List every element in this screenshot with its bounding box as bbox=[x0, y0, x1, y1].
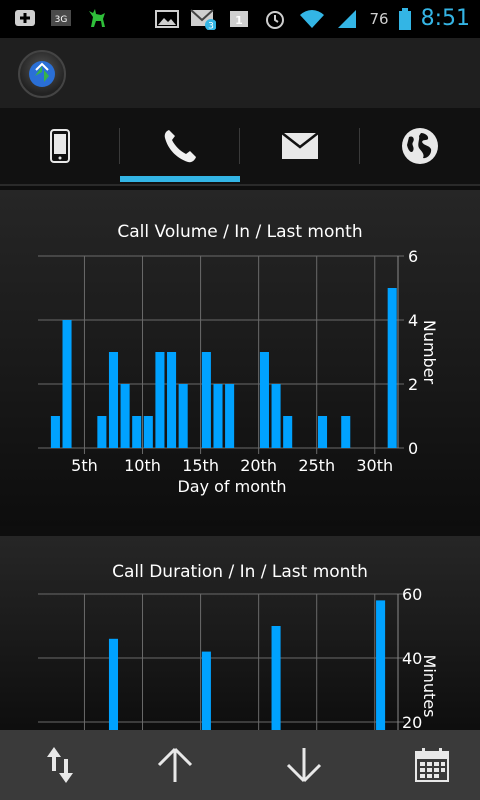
call-icon bbox=[164, 130, 196, 163]
bottom-action-bar bbox=[0, 730, 480, 800]
bar bbox=[108, 352, 119, 448]
x-tick-label: 25th bbox=[298, 456, 335, 475]
y-tick-label: 20 bbox=[402, 713, 422, 730]
stats-content[interactable]: Call Volume / In / Last month 0 2 4 6 5th 10t… bbox=[0, 186, 480, 730]
y-axis-label: Number bbox=[420, 320, 439, 385]
bar bbox=[201, 651, 211, 730]
bar bbox=[271, 384, 281, 448]
bar bbox=[97, 416, 107, 448]
bar bbox=[167, 352, 177, 448]
y-tick-label: 60 bbox=[402, 585, 422, 604]
network-3g-icon: 3G bbox=[48, 6, 74, 30]
date-range-button[interactable] bbox=[372, 730, 480, 800]
x-tick-label: 20th bbox=[240, 456, 277, 475]
tab-bar bbox=[0, 108, 480, 186]
clock: 8:51 bbox=[420, 6, 470, 31]
bar bbox=[50, 416, 60, 448]
scroll-down-button[interactable] bbox=[244, 730, 364, 800]
y-tick-label: 40 bbox=[402, 649, 422, 668]
mail-icon bbox=[282, 133, 318, 159]
image-icon bbox=[154, 7, 180, 31]
x-tick-label: 5th bbox=[71, 456, 98, 475]
bar bbox=[120, 384, 130, 448]
bar bbox=[62, 320, 72, 448]
bar bbox=[341, 416, 351, 448]
y-tick-label: 2 bbox=[408, 375, 418, 394]
bar bbox=[317, 416, 328, 448]
globe-icon bbox=[402, 128, 438, 164]
battery-icon bbox=[398, 7, 411, 31]
bar bbox=[271, 626, 281, 730]
bar bbox=[132, 416, 142, 448]
svg-text:1: 1 bbox=[235, 14, 243, 27]
call-volume-card: Call Volume / In / Last month 0 2 4 6 5th 10t… bbox=[0, 190, 480, 526]
x-tick-label: 10th bbox=[124, 456, 161, 475]
bar bbox=[201, 352, 211, 448]
gmail-icon: 3 bbox=[189, 7, 216, 31]
action-bar bbox=[0, 38, 480, 108]
phone-device-icon bbox=[50, 129, 70, 163]
bar bbox=[225, 384, 235, 448]
sort-button[interactable] bbox=[0, 730, 120, 800]
wifi-icon bbox=[298, 7, 324, 31]
y-tick-label: 6 bbox=[408, 247, 418, 266]
y-tick-label: 4 bbox=[408, 311, 418, 330]
deer-app-icon bbox=[84, 6, 110, 30]
bar bbox=[143, 416, 153, 448]
call-duration-chart: 20 40 60 Minutes bbox=[38, 585, 439, 730]
sort-icon bbox=[47, 747, 73, 783]
battery-percent: 76 bbox=[369, 9, 389, 28]
add-notification-icon bbox=[12, 6, 38, 30]
chart-title: Call Volume / In / Last month bbox=[117, 222, 363, 242]
x-axis-label: Day of month bbox=[177, 477, 286, 496]
bar bbox=[108, 638, 119, 730]
scroll-up-button[interactable] bbox=[115, 730, 235, 800]
svg-text:3G: 3G bbox=[55, 15, 68, 25]
bar bbox=[178, 384, 188, 448]
x-tick-label: 30th bbox=[356, 456, 393, 475]
alarm-icon bbox=[262, 7, 288, 31]
call-duration-card: Call Duration / In / Last month 20 40 60 Mi… bbox=[0, 536, 480, 730]
bar bbox=[155, 352, 165, 448]
bar bbox=[213, 384, 223, 448]
calendar-notification-icon: 1 bbox=[226, 7, 252, 31]
chart-title: Call Duration / In / Last month bbox=[112, 562, 368, 582]
tab-calls[interactable] bbox=[120, 108, 240, 184]
arrow-up-icon bbox=[157, 747, 193, 782]
arrow-down-icon bbox=[286, 748, 322, 783]
x-tick-label: 15th bbox=[182, 456, 219, 475]
tab-messages[interactable] bbox=[240, 108, 360, 184]
call-volume-chart: 0 2 4 6 5th 10th 15th 20th 25th 30th Day of month N… bbox=[38, 247, 439, 496]
app-logo-icon[interactable] bbox=[18, 50, 66, 98]
tab-data[interactable] bbox=[360, 108, 480, 184]
svg-text:3: 3 bbox=[208, 21, 214, 30]
status-bar: 3G 3 1 76 8:51 bbox=[0, 0, 480, 38]
tab-device[interactable] bbox=[0, 108, 120, 184]
bar bbox=[376, 600, 386, 730]
bar bbox=[283, 416, 293, 448]
y-tick-label: 0 bbox=[408, 439, 418, 458]
bar bbox=[387, 288, 397, 448]
bar bbox=[259, 352, 269, 448]
calendar-icon bbox=[415, 748, 449, 782]
y-axis-label: Minutes bbox=[420, 655, 439, 718]
signal-icon bbox=[334, 7, 360, 31]
